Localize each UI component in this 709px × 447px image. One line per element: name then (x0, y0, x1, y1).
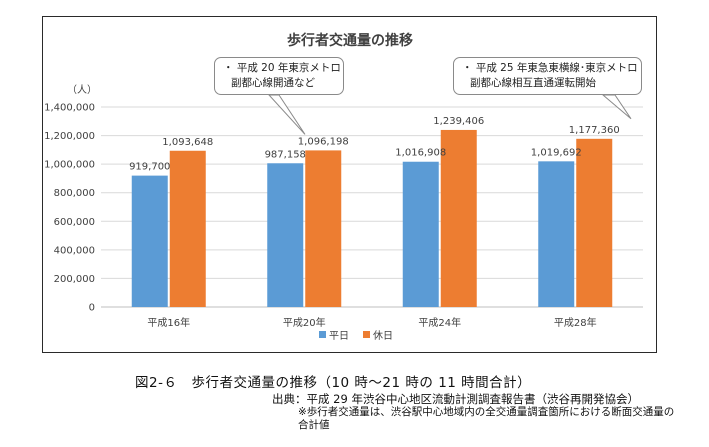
bar-holiday (576, 138, 613, 307)
y-tick-label: 800,000 (54, 188, 95, 199)
chart-title: 歩行者交通量の推移 (287, 32, 413, 49)
y-tick-labels: 0 200,000 400,000 600,000 800,000 1,000,000 1,… (44, 103, 95, 314)
bar-holiday (440, 129, 477, 307)
x-tick-labels: 平成16年 平成20年 平成24年 平成28年 (147, 316, 596, 329)
annotation-1-line-2: 副都心線開通など (231, 77, 315, 89)
y-axis-unit: （人） (67, 84, 97, 96)
figure-note: ※歩行者交通量は、渋谷駅中心地域内の全交通量調査箇所における断面交通量の合計値 (298, 406, 675, 431)
bar-holiday (169, 150, 206, 307)
y-tick-label: 1,400,000 (44, 103, 95, 114)
annotation-2-line-1: ・ 平成 25 年東急東横線･東京メトロ (462, 62, 638, 74)
annotation-1-pointer (267, 94, 306, 135)
x-tick-label: 平成16年 (147, 316, 190, 329)
data-label: 919,700 (129, 162, 170, 173)
x-tick-label: 平成24年 (418, 316, 461, 329)
chart-frame: 歩行者交通量の推移 （人） 0 200,000 400,000 600,000 800,… (42, 16, 657, 353)
legend-label: 平日 (329, 331, 349, 342)
bars (131, 129, 613, 307)
figure-source: 出典：平成 29 年渋谷中心地区流動計測調査報告書（渋谷再開発協会） (272, 392, 639, 406)
annotation-1-line-1: ・ 平成 20 年東京メトロ (223, 62, 341, 74)
bar-holiday (305, 150, 342, 307)
data-label: 1,239,406 (433, 116, 484, 127)
y-tick-label: 200,000 (54, 274, 95, 285)
legend-swatch (319, 331, 326, 338)
data-label: 987,158 (265, 149, 306, 160)
data-label: 1,016,908 (395, 148, 446, 159)
y-tick-label: 600,000 (54, 217, 95, 228)
y-tick-label: 400,000 (54, 245, 95, 256)
annotation-callouts (267, 94, 632, 135)
data-label: 1,096,198 (298, 136, 349, 147)
annotation-2-line-2: 副都心線相互直通運転開始 (470, 77, 596, 89)
bar-weekday (131, 175, 168, 307)
chart-svg: 歩行者交通量の推移 （人） 0 200,000 400,000 600,000 800,… (44, 32, 643, 342)
bar-weekday (538, 161, 575, 307)
data-labels: 919,700 1,093,648 987,158 1,096,198 1,016,90… (129, 116, 620, 173)
legend-swatch (363, 331, 370, 338)
annotation-box-1: ・ 平成 20 年東京メトロ 副都心線開通など (214, 57, 344, 95)
data-label: 1,093,648 (162, 137, 213, 148)
y-tick-label: 1,200,000 (44, 131, 95, 142)
annotation-2-pointer (601, 94, 632, 120)
data-label: 1,177,360 (569, 125, 620, 136)
y-tick-label: 0 (89, 303, 95, 314)
legend-label: 休日 (373, 330, 393, 342)
x-tick-label: 平成28年 (554, 316, 597, 329)
figure-caption: 図2‐６ 歩行者交通量の推移（10 時～21 時の 11 時間合計） (135, 375, 532, 391)
legend: 平日 休日 (319, 330, 393, 342)
bar-weekday (267, 163, 304, 307)
y-tick-label: 1,000,000 (44, 160, 95, 171)
data-label: 1,019,692 (531, 147, 582, 158)
x-tick-label: 平成20年 (283, 316, 326, 329)
annotation-box-2: ・ 平成 25 年東急東横線･東京メトロ 副都心線相互直通運転開始 (453, 57, 642, 95)
bar-weekday (402, 161, 439, 307)
